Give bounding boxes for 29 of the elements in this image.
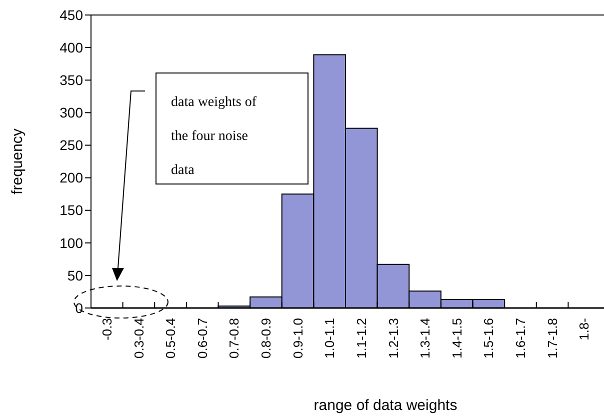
x-tick-label: 0.6-0.7 xyxy=(194,318,210,358)
y-tick-label: 300 xyxy=(60,104,84,121)
y-tick-label: 350 xyxy=(60,72,84,88)
x-tick-label: 0.9-1.0 xyxy=(290,318,306,358)
x-axis-title: range of data weights xyxy=(314,397,458,414)
x-tick-label: 1.6-1.7 xyxy=(513,318,528,358)
x-tick-label: -0.3 xyxy=(99,318,114,340)
y-axis-title: frequency xyxy=(9,128,26,194)
y-tick-label: 150 xyxy=(60,202,84,218)
x-tick-label: 1.5-1.6 xyxy=(481,318,496,358)
y-tick-label: 400 xyxy=(60,39,84,56)
x-tick-label: 0.3-0.4 xyxy=(131,318,146,358)
x-tick-label: 1.0-1.1 xyxy=(322,318,338,358)
x-tick-label: 0.7-0.8 xyxy=(226,318,242,358)
text: data weights of the four noise data xyxy=(171,95,257,178)
x-tick-label: 0.8-0.9 xyxy=(258,318,274,358)
y-tick-label: 100 xyxy=(60,234,84,251)
x-tick-label: 1.3-1.4 xyxy=(418,318,433,358)
y-tick-label: 450 xyxy=(60,6,84,23)
x-tick-label: 1.4-1.5 xyxy=(449,318,464,358)
x-tick-label: 1.7-1.8 xyxy=(544,318,560,358)
x-tick-label: 0.5-0.4 xyxy=(163,318,178,358)
x-tick-label: 1.2-1.3 xyxy=(386,318,401,358)
y-tick-label: 200 xyxy=(60,170,84,186)
x-tick-label: 1.1-1.2 xyxy=(354,318,369,358)
y-tick-label: 50 xyxy=(67,267,84,284)
y-tick-label: 250 xyxy=(60,137,84,154)
y-tick-label: 0 xyxy=(75,300,84,316)
x-tick-label: 1.8- xyxy=(576,318,592,340)
